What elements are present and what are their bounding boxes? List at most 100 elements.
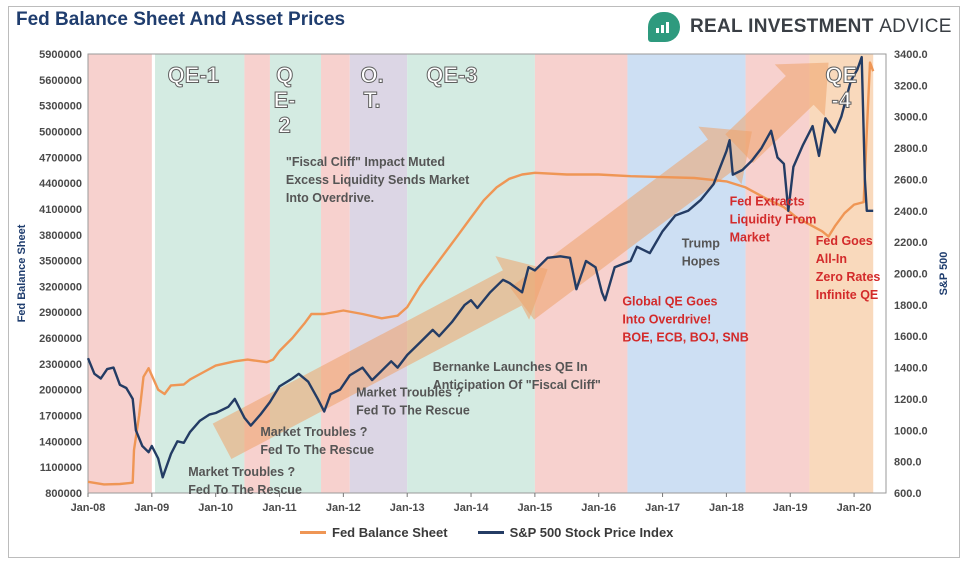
y-left-tick-label-0: 800000 <box>45 488 82 500</box>
trend-arrow-1 <box>510 126 752 320</box>
y-left-tick-label-17: 5900000 <box>39 49 82 61</box>
series-line-fed-balance-sheet <box>87 61 875 486</box>
y-right-tick-label-7: 2000.0 <box>894 269 928 281</box>
y-left-tick-label-14: 5000000 <box>39 126 82 138</box>
y-right-tick-label-4: 1400.0 <box>894 363 928 375</box>
brand-name-bold: REAL INVESTMENT <box>690 16 874 37</box>
annotation-6-line-0: Global QE Goes <box>622 294 717 308</box>
annotation-3-line-0: Market Troubles ? <box>260 425 367 439</box>
annotation-1-line-1: Anticipation Of "Fiscal Cliff" <box>433 378 601 392</box>
period-band-8 <box>627 54 746 493</box>
bar-chart-icon <box>648 12 680 42</box>
x-tick-label-8: Jan-16 <box>581 502 616 514</box>
y-right-tick-label-11: 2800.0 <box>894 143 928 155</box>
chart-title: Fed Balance Sheet And Asset Prices <box>16 9 346 30</box>
y-left-tick-label-11: 4100000 <box>39 204 82 216</box>
annotation-7-line-0: Fed Extracts <box>730 194 805 208</box>
annotation-7-line-1: Liquidity From <box>730 212 817 226</box>
legend-label-fed: Fed Balance Sheet <box>332 525 448 540</box>
program-label-2-line-0: O. <box>360 62 383 87</box>
y-left-tick-label-8: 3200000 <box>39 281 82 293</box>
x-tick-label-1: Jan-09 <box>134 502 169 514</box>
annotation-8-line-3: Infinite QE <box>816 288 879 302</box>
annotation-0-line-2: Into Overdrive. <box>286 191 374 205</box>
x-tick-label-6: Jan-14 <box>454 502 490 514</box>
brand-name: REAL INVESTMENT ADVICE <box>690 16 952 38</box>
y-left-tick-label-15: 5300000 <box>39 101 82 113</box>
y-left-axis-title: Fed Balance Sheet <box>16 224 28 322</box>
y-right-tick-label-2: 1000.0 <box>894 425 928 437</box>
x-tick-label-0: Jan-08 <box>71 502 106 514</box>
y-right-tick-label-0: 600.0 <box>894 488 922 500</box>
series-line-sp500 <box>86 55 874 479</box>
period-band-4 <box>321 54 350 493</box>
y-right-tick-label-6: 1800.0 <box>894 300 928 312</box>
y-left-tick-label-13: 4700000 <box>39 152 82 164</box>
y-left-tick-label-16: 5600000 <box>39 75 82 87</box>
y-left-tick-label-6: 2600000 <box>39 333 82 345</box>
program-label-2-line-1: T. <box>364 87 381 112</box>
annotation-8-line-0: Fed Goes <box>816 234 873 248</box>
legend-item-fed: Fed Balance Sheet <box>300 525 448 540</box>
legend-item-spx: S&P 500 Stock Price Index <box>477 525 674 540</box>
y-right-tick-label-3: 1200.0 <box>894 394 928 406</box>
y-left-tick-label-10: 3800000 <box>39 230 82 242</box>
period-band-0 <box>88 54 152 493</box>
y-left-tick-label-3: 1700000 <box>39 411 82 423</box>
y-right-tick-label-10: 2600.0 <box>894 174 928 186</box>
x-tick-label-5: Jan-13 <box>390 502 425 514</box>
program-label-1-line-1: E- <box>274 87 296 112</box>
annotation-3-line-1: Fed To The Rescue <box>260 443 374 457</box>
annotation-5-line-1: Hopes <box>682 255 720 269</box>
x-tick-label-4: Jan-12 <box>326 502 361 514</box>
annotation-6-line-2: BOE, ECB, BOJ, SNB <box>622 330 748 344</box>
program-label-4-line-0: QE <box>825 62 857 87</box>
y-left-tick-label-9: 3500000 <box>39 256 82 268</box>
y-right-tick-label-13: 3200.0 <box>894 80 928 92</box>
y-left-tick-label-1: 1100000 <box>40 462 82 474</box>
annotation-4-line-1: Fed To The Rescue <box>188 483 302 497</box>
y-left-tick-label-7: 2900000 <box>39 307 82 319</box>
y-right-tick-label-9: 2400.0 <box>894 206 928 218</box>
x-tick-label-7: Jan-15 <box>517 502 552 514</box>
y-right-tick-label-1: 800.0 <box>894 457 922 469</box>
y-left-tick-label-12: 4400000 <box>39 178 82 190</box>
x-tick-label-10: Jan-18 <box>709 502 744 514</box>
y-left-tick-label-5: 2300000 <box>39 359 82 371</box>
annotation-6-line-1: Into Overdrive! <box>622 312 711 326</box>
legend: Fed Balance Sheet S&P 500 Stock Price In… <box>300 525 673 540</box>
x-tick-label-3: Jan-11 <box>262 502 296 514</box>
program-label-1-line-0: Q <box>276 62 293 87</box>
program-label-0-line-0: QE-1 <box>168 62 219 87</box>
annotation-5-line-0: Trump <box>682 237 721 251</box>
annotation-8-line-1: All-In <box>816 252 847 266</box>
annotation-0-line-0: "Fiscal Cliff" Impact Muted <box>286 155 445 169</box>
annotation-2-line-0: Market Troubles ? <box>356 386 463 400</box>
program-label-4-line-1: -4 <box>832 87 852 112</box>
x-tick-label-11: Jan-19 <box>773 502 808 514</box>
y-left-tick-label-2: 1400000 <box>39 436 82 448</box>
annotation-1-line-0: Bernanke Launches QE In <box>433 360 588 374</box>
y-right-tick-label-5: 1600.0 <box>894 331 928 343</box>
brand-logo: REAL INVESTMENT ADVICE <box>648 10 952 44</box>
x-tick-label-12: Jan-20 <box>837 502 872 514</box>
annotation-7-line-2: Market <box>730 230 771 244</box>
legend-swatch-fed <box>300 531 326 534</box>
x-tick-label-2: Jan-10 <box>198 502 233 514</box>
y-right-tick-label-8: 2200.0 <box>894 237 928 249</box>
y-right-tick-label-12: 3000.0 <box>894 112 928 124</box>
legend-label-spx: S&P 500 Stock Price Index <box>509 525 674 540</box>
plot-area-border <box>87 53 887 494</box>
program-label-3-line-0: QE-3 <box>426 62 477 87</box>
legend-swatch-spx <box>477 531 504 534</box>
y-right-tick-label-14: 3400.0 <box>894 49 928 61</box>
annotation-4-line-0: Market Troubles ? <box>188 465 295 479</box>
annotation-8-line-2: Zero Rates <box>816 270 881 284</box>
annotation-2-line-1: Fed To The Rescue <box>356 404 470 418</box>
x-tick-label-9: Jan-17 <box>645 502 680 514</box>
y-right-axis-title: S&P 500 <box>938 252 950 296</box>
trend-arrow-2 <box>725 62 829 164</box>
y-left-tick-label-4: 2000000 <box>39 385 82 397</box>
annotation-0-line-1: Excess Liquidity Sends Market <box>286 173 470 187</box>
